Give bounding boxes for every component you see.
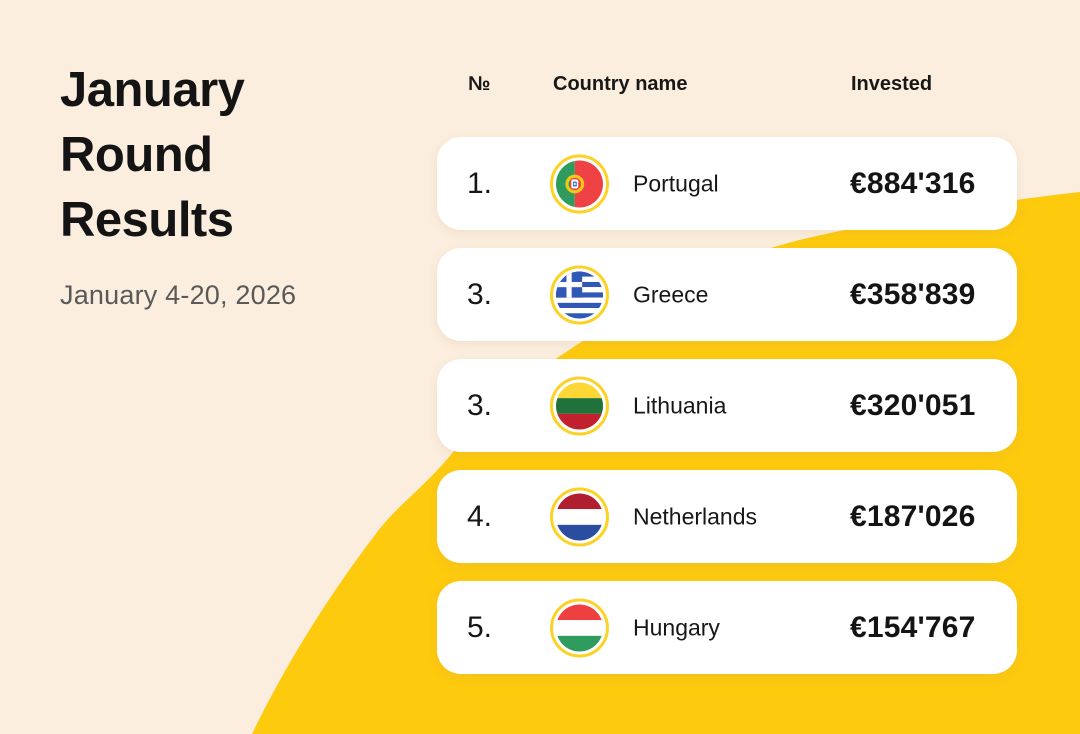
rank-value: 3. — [467, 277, 493, 311]
table-row: 3. Greece €358'839 — [437, 248, 1017, 341]
table-row: 3. Lithuania €320'051 — [437, 359, 1017, 452]
column-header-rank: № — [468, 73, 491, 95]
table-row: 4. Netherlands €187'026 — [437, 470, 1017, 563]
rank-value: 4. — [467, 499, 493, 533]
invested-amount: €320'051 — [850, 388, 976, 422]
page-title: January Round Results — [60, 58, 400, 253]
results-table-body: 1. Portugal €884'316 3. Greece €358'839 3. Lith… — [437, 137, 1017, 692]
table-row: 5. Hungary €154'767 — [437, 581, 1017, 674]
flag-lithuania-icon — [550, 376, 609, 435]
flag-greece-icon — [550, 265, 609, 324]
country-name: Greece — [633, 281, 709, 307]
country-name: Portugal — [633, 170, 719, 196]
invested-amount: €154'767 — [850, 610, 976, 644]
country-name: Lithuania — [633, 392, 727, 418]
column-header-country: Country name — [553, 73, 688, 95]
invested-amount: €187'026 — [850, 499, 976, 533]
results-table: № Country name Invested 1. Portugal €884'3… — [437, 0, 1017, 734]
page-title-line-3: Results — [60, 193, 234, 247]
country-name: Hungary — [633, 614, 720, 640]
rank-value: 5. — [467, 610, 493, 644]
rank-value: 1. — [467, 166, 493, 200]
results-table-header: № Country name Invested — [437, 73, 1017, 99]
flag-hungary-icon — [550, 598, 609, 657]
page-title-line-2: Round — [60, 128, 213, 182]
table-row: 1. Portugal €884'316 — [437, 137, 1017, 230]
country-name: Netherlands — [633, 503, 758, 529]
rank-value: 3. — [467, 388, 493, 422]
page-title-line-1: January — [60, 63, 245, 117]
flag-portugal-icon — [550, 154, 609, 213]
invested-amount: €358'839 — [850, 277, 976, 311]
intro-panel: January Round Results January 4-20, 2026 — [60, 58, 400, 311]
flag-netherlands-icon — [550, 487, 609, 546]
column-header-invested: Invested — [851, 73, 933, 95]
invested-amount: €884'316 — [850, 166, 976, 200]
date-range-subtitle: January 4-20, 2026 — [60, 280, 297, 310]
